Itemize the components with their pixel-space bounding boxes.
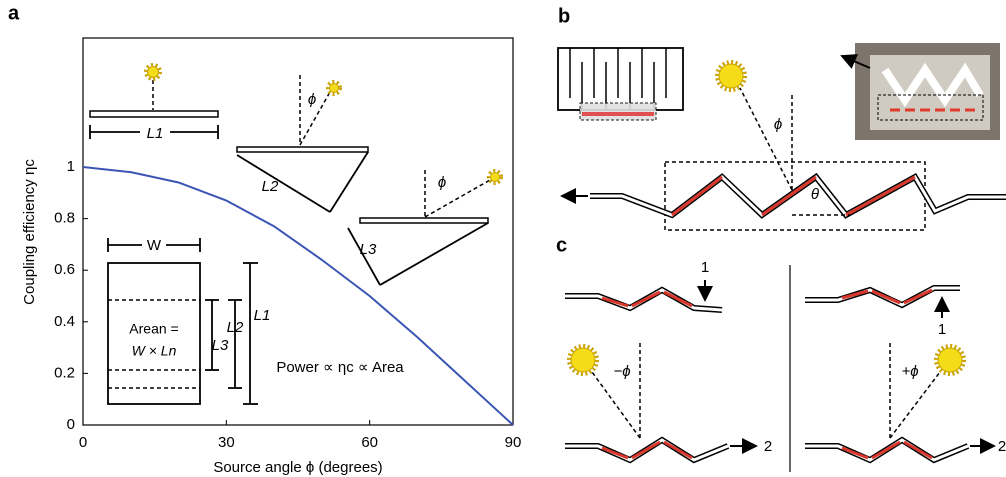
annotation: W × Ln xyxy=(132,343,177,359)
line-series xyxy=(82,166,514,426)
annotation: 1 xyxy=(938,321,946,338)
x-tick-label: 0 xyxy=(79,434,87,451)
x-tick-label: 90 xyxy=(505,434,522,451)
y-tick-label: 0 xyxy=(67,416,75,433)
x-tick-label: 60 xyxy=(361,434,378,451)
annotation: Power ∝ ηc ∝ Area xyxy=(276,359,404,376)
y-tick-label: 0.2 xyxy=(54,364,75,381)
annotation: L2 xyxy=(227,319,244,336)
schematic-c xyxy=(565,265,996,472)
y-tick-label: 0.8 xyxy=(54,210,75,227)
y-tick-label: 0.4 xyxy=(54,313,75,330)
x-tick-label: 30 xyxy=(218,434,235,451)
annotation: 2 xyxy=(764,438,772,455)
annotation: L1 xyxy=(254,307,271,324)
chart: 0 0.2 0.4 0.6 0.8 1 0 30 60 90 xyxy=(54,37,522,451)
annotation: ϕ xyxy=(438,174,446,191)
x-axis-label: Source angle ϕ (degrees) xyxy=(213,459,382,476)
schematic-a xyxy=(89,63,503,405)
annotation: ϕ xyxy=(774,116,782,133)
panel-label: c xyxy=(556,234,567,256)
annotation: 2 xyxy=(998,438,1006,455)
annotation: 1 xyxy=(701,259,709,276)
y-tick-label: 0.6 xyxy=(54,261,75,278)
y-axis-label: Coupling efficiency ηc xyxy=(21,159,38,305)
annotation: L1 xyxy=(147,125,164,142)
schematic-b xyxy=(557,43,1006,231)
y-tick-label: 1 xyxy=(67,158,75,175)
panel-label: b xyxy=(558,5,570,27)
panel-label: a xyxy=(8,2,20,24)
annotation: θ xyxy=(811,186,819,203)
annotation: L3 xyxy=(360,241,377,258)
annotation: ϕ xyxy=(308,91,316,108)
annotation: Arean = xyxy=(129,321,178,337)
annotation: −ϕ xyxy=(613,363,630,380)
annotation: L3 xyxy=(212,337,229,354)
annotation: W xyxy=(147,237,162,254)
annotation: +ϕ xyxy=(901,363,918,380)
annotation: L2 xyxy=(262,178,279,195)
plot-frame xyxy=(82,37,514,426)
